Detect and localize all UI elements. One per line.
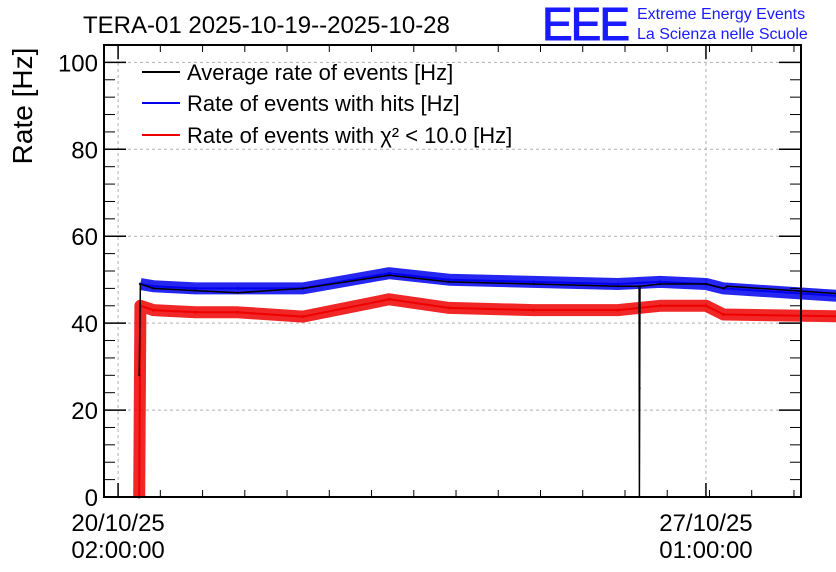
data-point-average (236, 291, 239, 294)
data-point-chi2 (704, 304, 708, 308)
data-point-chi2 (301, 315, 305, 319)
data-point-hits (387, 271, 391, 275)
data-point-average (301, 287, 304, 290)
eee-logo: EEE Extreme Energy Events La Scienza nel… (542, 0, 808, 51)
data-point-average (705, 283, 707, 285)
data-point-hits (236, 286, 240, 290)
data-point-average (639, 285, 641, 288)
data-point-chi2 (236, 310, 240, 314)
data-point-average (638, 387, 641, 390)
axis-ticks (104, 44, 801, 498)
data-point-chi2 (151, 308, 155, 312)
logo-line-2: La Scienza nelle Scuole (637, 26, 808, 43)
data-point-hits (658, 280, 662, 284)
data-point-average (138, 374, 141, 377)
data-point-average (616, 285, 619, 288)
data-point-average (194, 289, 197, 292)
data-point-average (152, 287, 155, 290)
data-point-average (722, 287, 725, 290)
data-point-chi2 (532, 308, 535, 312)
legend: Average rate of events [Hz] Rate of even… (142, 60, 512, 148)
series-line-chi2 (138, 298, 836, 498)
data-point-average (726, 285, 729, 288)
data-point-hits (616, 282, 620, 286)
data-point-chi2 (658, 304, 662, 308)
y-tick-label: 60 (71, 224, 98, 251)
data-point-hits (532, 280, 535, 284)
y-tick-label: 20 (71, 398, 98, 425)
x-tick-label-time: 01:00:00 (659, 537, 752, 564)
data-point-chi2 (616, 308, 620, 312)
x-tick-label-date: 20/10/25 (71, 510, 164, 537)
x-tick-label-time: 02:00:00 (71, 537, 164, 564)
legend-label-hits: Rate of events with hits [Hz] (187, 91, 460, 116)
data-point-chi2 (722, 313, 726, 316)
data-series (133, 267, 836, 499)
y-tick-label: 0 (85, 485, 98, 512)
grid-lines (104, 45, 801, 497)
data-point-average (659, 283, 662, 285)
legend-label-chi2: Rate of events with χ² < 10.0 [Hz] (187, 123, 512, 148)
data-point-average (388, 274, 391, 277)
y-tick-labels: 0 20 40 60 80 100 (58, 50, 98, 512)
series-band-chi2 (133, 293, 836, 498)
data-point-hits (447, 278, 451, 282)
logo-text: EEE (542, 0, 628, 50)
data-point-hits (151, 284, 155, 288)
data-point-hits (194, 286, 197, 290)
data-point-average (139, 283, 142, 285)
x-tick-label-date: 27/10/25 (659, 510, 752, 537)
data-point-chi2 (447, 306, 451, 310)
data-point-chi2 (387, 297, 391, 301)
chart-title: TERA-01 2025-10-19--2025-10-28 (83, 12, 450, 39)
data-point-average (532, 283, 535, 285)
series-band-hits (139, 267, 836, 302)
y-tick-label: 100 (58, 50, 98, 77)
y-tick-label: 40 (71, 311, 98, 338)
legend-label-average: Average rate of events [Hz] (187, 60, 453, 85)
logo-line-1: Extreme Energy Events (637, 6, 805, 23)
data-point-average (448, 280, 450, 283)
y-tick-label: 80 (71, 137, 98, 164)
data-point-chi2 (194, 310, 197, 314)
y-axis-label: Rate [Hz] (7, 48, 38, 165)
